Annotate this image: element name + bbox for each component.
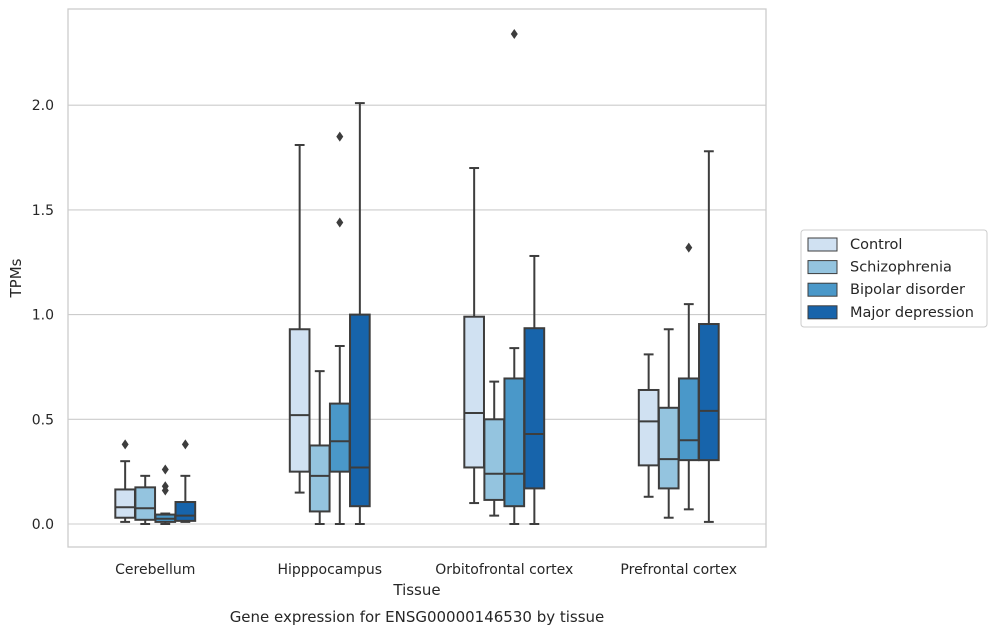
box-3-3	[698, 150, 720, 523]
outlier-point	[181, 439, 189, 450]
y-tick-label: 0.0	[32, 517, 54, 533]
legend-swatch	[807, 305, 838, 320]
box-iqr	[114, 488, 136, 519]
outlier-point	[510, 29, 518, 40]
legend-label: Schizophrenia	[850, 260, 952, 276]
box-iqr	[677, 377, 700, 462]
x-tick-label: Prefrontal cortex	[620, 562, 737, 578]
plot-frame	[67, 8, 767, 548]
outlier-point	[336, 131, 344, 142]
box-2-2	[503, 29, 526, 525]
box-iqr	[349, 313, 371, 508]
box-2-1	[483, 380, 506, 517]
box-iqr	[134, 486, 157, 521]
y-tick-label: 1.0	[32, 308, 54, 324]
y-tick-label: 2.0	[32, 98, 54, 114]
box-2-3	[523, 254, 546, 525]
box-1-2	[328, 131, 351, 525]
box-2-0	[463, 167, 485, 505]
box-iqr	[288, 328, 311, 473]
box-0-1	[134, 474, 157, 525]
x-tick-label: Hipppocampus	[277, 562, 382, 578]
y-axis-label: TPMs	[7, 258, 25, 298]
y-tick-label: 0.5	[32, 412, 54, 428]
x-tick-label: Cerebellum	[115, 562, 195, 578]
y-tick-label: 1.5	[32, 203, 54, 219]
legend-swatch	[807, 237, 838, 252]
box-iqr	[637, 388, 660, 467]
legend-label: Bipolar disorder	[850, 282, 965, 298]
legend-item: Control	[807, 237, 902, 253]
legend-label: Control	[850, 237, 902, 253]
outlier-point	[161, 485, 169, 496]
legend-swatch	[807, 282, 838, 297]
chart-caption: Gene expression for ENSG00000146530 by t…	[230, 608, 605, 626]
box-iqr	[483, 418, 506, 501]
box-iqr	[463, 315, 485, 469]
box-iqr	[657, 406, 680, 490]
legend-label: Major depression	[850, 305, 974, 321]
legend: Control Schizophrenia Bipolar disorder Majo…	[800, 229, 988, 328]
outlier-point	[121, 439, 129, 450]
box-3-2	[677, 242, 700, 511]
x-tick-label: Orbitofrontal cortex	[435, 562, 573, 578]
legend-item: Schizophrenia	[807, 260, 952, 276]
box-iqr	[523, 327, 546, 490]
box-1-0	[288, 143, 311, 494]
y-tick-labels: 0.0 0.5 1.0 1.5 2.0	[32, 98, 54, 533]
legend-frame	[800, 229, 988, 328]
box-iqr	[698, 323, 720, 462]
box-series	[114, 29, 720, 525]
x-axis-label: Tissue	[392, 581, 440, 599]
box-iqr	[174, 501, 197, 522]
outlier-point	[685, 242, 693, 253]
box-iqr	[328, 402, 351, 473]
legend-item: Major depression	[807, 305, 974, 321]
box-1-1	[308, 370, 331, 525]
legend-item: Bipolar disorder	[807, 282, 965, 298]
box-0-3	[174, 439, 197, 523]
box-iqr	[503, 377, 526, 508]
box-0-2	[154, 464, 177, 525]
box-3-1	[657, 328, 680, 519]
outlier-point	[336, 217, 344, 228]
box-3-0	[637, 353, 660, 498]
box-iqr	[308, 444, 331, 513]
outlier-point	[161, 464, 169, 475]
box-0-0	[114, 439, 136, 523]
box-1-3	[349, 102, 371, 525]
x-tick-labels: Cerebellum Hipppocampus Orbitofrontal cort…	[115, 562, 737, 578]
legend-swatch	[807, 260, 838, 275]
